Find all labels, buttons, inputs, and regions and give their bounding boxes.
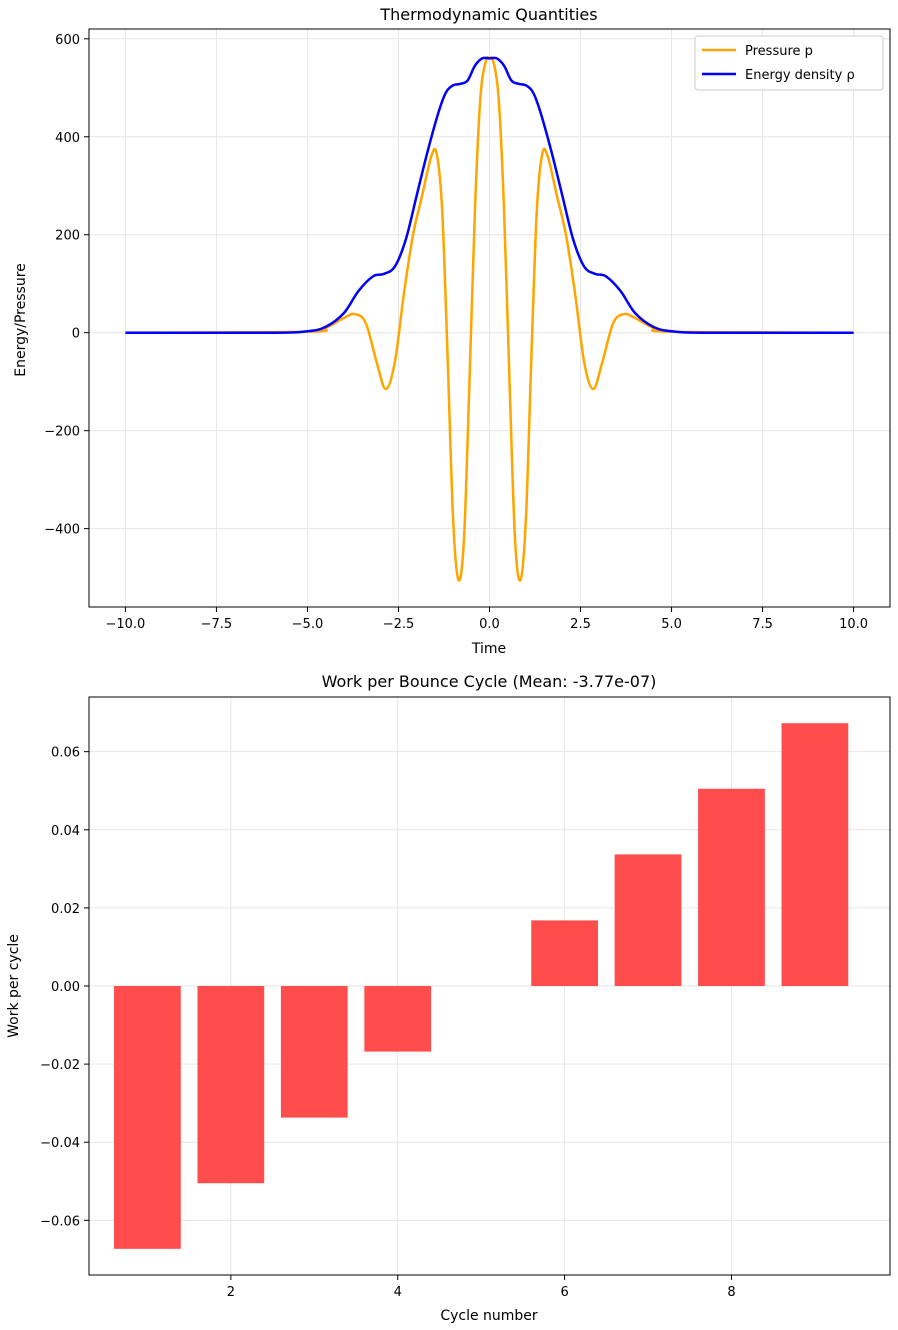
x-ticks: −10.0 −7.5 −5.0 −2.5 0.0 2.5 5.0 7.5 10.0 xyxy=(105,607,868,632)
x-tick-label: 4 xyxy=(394,1285,402,1300)
x-tick-label: 8 xyxy=(727,1285,735,1300)
legend-label-energy: Energy density ρ xyxy=(745,68,855,83)
y-tick-label: 600 xyxy=(55,33,80,48)
bar xyxy=(114,986,181,1249)
x-tick-label: 2.5 xyxy=(570,617,591,632)
legend: Pressure p Energy density ρ xyxy=(694,35,884,91)
y-axis-label: Energy/Pressure xyxy=(13,263,29,377)
y-tick-label: −400 xyxy=(44,523,80,538)
thermodynamic-chart: Thermodynamic Quantities −10.0 −7.5 −5.0 −2… xyxy=(13,5,891,657)
series-line-energy-density xyxy=(125,56,854,335)
y-tick-label: 0.04 xyxy=(51,824,80,839)
x-tick-label: 5.0 xyxy=(661,617,682,632)
x-tick-label: −2.5 xyxy=(383,617,415,632)
y-ticks: −400 −200 0 200 400 600 xyxy=(44,33,89,538)
y-axis-label: Work per cycle xyxy=(6,934,22,1038)
x-tick-label: −5.0 xyxy=(292,617,324,632)
chart-title: Work per Bounce Cycle (Mean: -3.77e-07) xyxy=(322,672,657,691)
legend-label-pressure: Pressure p xyxy=(745,44,813,59)
y-tick-label: 0.02 xyxy=(51,902,80,917)
y-tick-label: 0.00 xyxy=(51,980,80,995)
bar xyxy=(698,788,765,986)
x-tick-label: 6 xyxy=(560,1285,568,1300)
y-tick-label: 200 xyxy=(55,229,80,244)
x-tick-label: 7.5 xyxy=(752,617,773,632)
bars xyxy=(114,723,849,1249)
y-tick-label: 400 xyxy=(55,131,80,146)
y-tick-label: 0.06 xyxy=(51,746,80,761)
bar xyxy=(531,920,598,986)
chart-title: Thermodynamic Quantities xyxy=(379,5,597,24)
bar xyxy=(197,986,265,1184)
x-tick-label: 0.0 xyxy=(479,617,500,632)
work-per-cycle-chart: Work per Bounce Cycle (Mean: -3.77e-07) … xyxy=(6,672,891,1324)
x-tick-label: 10.0 xyxy=(839,617,868,632)
x-ticks: 2 4 6 8 xyxy=(227,1275,736,1300)
bar xyxy=(364,986,432,1052)
bar xyxy=(781,723,849,986)
series-lines xyxy=(125,55,854,582)
y-tick-label: −0.04 xyxy=(40,1136,80,1151)
x-tick-label: 2 xyxy=(227,1285,235,1300)
y-tick-label: −0.02 xyxy=(40,1058,80,1073)
y-ticks: −0.06 −0.04 −0.02 0.00 0.02 0.04 0.06 xyxy=(40,746,89,1229)
bar xyxy=(614,854,682,986)
legend-box xyxy=(694,35,884,91)
x-axis-label: Cycle number xyxy=(440,1308,538,1324)
x-axis-label: Time xyxy=(471,641,506,657)
y-tick-label: −0.06 xyxy=(40,1214,80,1229)
x-tick-label: −7.5 xyxy=(201,617,233,632)
y-tick-label: 0 xyxy=(72,327,80,342)
y-tick-label: −200 xyxy=(44,425,80,440)
x-tick-label: −10.0 xyxy=(105,617,145,632)
bar xyxy=(280,986,348,1118)
